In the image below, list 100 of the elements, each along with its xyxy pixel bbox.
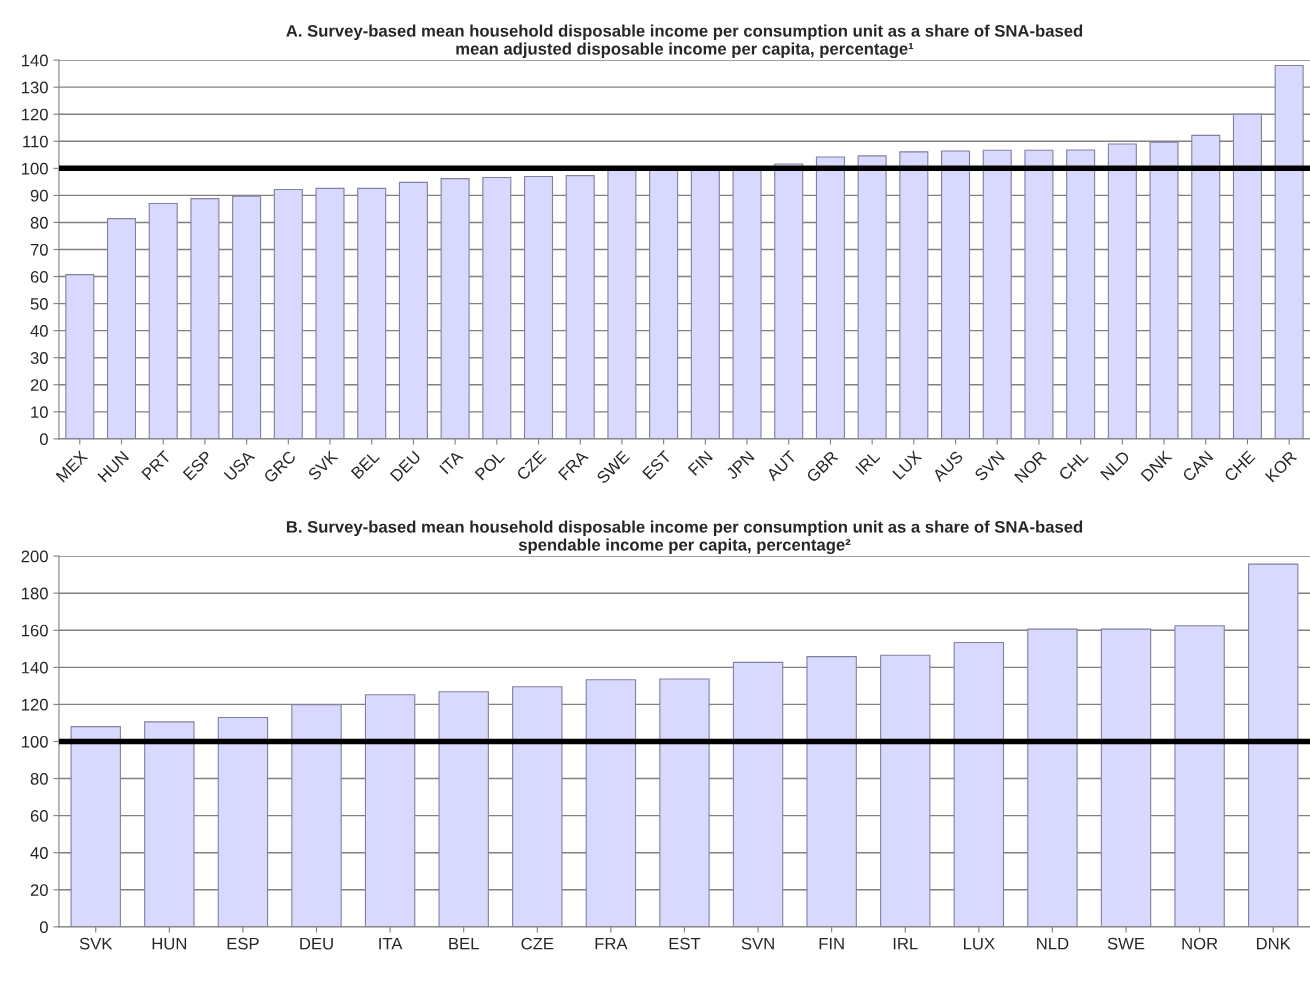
x-tick-label: NLD <box>1037 937 1069 950</box>
bar <box>357 187 387 439</box>
bar <box>690 168 720 439</box>
bar <box>941 150 971 439</box>
bar <box>144 721 195 927</box>
bar <box>1247 563 1299 927</box>
bar <box>232 195 262 439</box>
x-tick-label: POL <box>474 449 506 481</box>
bar <box>364 694 416 927</box>
bar <box>148 202 178 439</box>
bar <box>190 198 220 439</box>
x-tick-label: BEL <box>449 937 479 950</box>
y-tick-label: 120 <box>22 108 48 121</box>
y-tick-label: 200 <box>21 550 48 563</box>
bar <box>438 691 489 927</box>
x-tick-label: FIN <box>687 450 713 476</box>
x-tick-label: LUX <box>964 937 995 950</box>
bar <box>1107 143 1137 439</box>
x-tick-label: FIN <box>819 937 844 950</box>
y-tick-label: 30 <box>30 352 48 364</box>
y-tick-label: 110 <box>23 135 48 148</box>
y-tick-label: 60 <box>30 270 48 283</box>
bar <box>806 656 857 927</box>
bar <box>1274 64 1304 439</box>
bar <box>649 169 679 439</box>
bar <box>732 661 784 927</box>
y-tick-label: 40 <box>30 847 48 859</box>
bar <box>880 654 931 927</box>
bar <box>815 156 845 439</box>
y-tick-label: 140 <box>22 661 48 674</box>
bar <box>440 178 470 439</box>
bar <box>857 155 887 439</box>
x-tick-label: DEU <box>300 937 333 950</box>
bar <box>899 151 929 439</box>
bar <box>953 641 1005 927</box>
bar <box>315 187 345 439</box>
x-tick-label: JPN <box>725 450 755 481</box>
bar <box>1024 149 1054 439</box>
y-tick-label: 100 <box>22 162 48 175</box>
x-tick-label: IRL <box>893 937 918 950</box>
bar <box>398 181 428 439</box>
bar <box>482 176 512 439</box>
bar <box>774 163 804 439</box>
y-tick-label: 0 <box>39 433 48 446</box>
x-tick-label: USA <box>223 449 256 482</box>
bar <box>607 169 637 439</box>
y-tick-label: 140 <box>22 54 48 67</box>
x-tick-label: HUN <box>152 937 187 950</box>
x-tick-label: CZE <box>521 937 554 950</box>
bar <box>217 717 269 927</box>
y-tick-label: 40 <box>30 325 48 337</box>
x-tick-label: DNK <box>1256 937 1291 950</box>
x-tick-label: ESP <box>227 937 259 950</box>
x-tick-label: FRA <box>558 449 589 481</box>
x-tick-label: SVK <box>79 937 113 950</box>
bar <box>585 679 637 927</box>
bar <box>1232 113 1262 439</box>
chart-title: A. Survey-based mean household disposable income per consumption unit as a share of SNA-based mean adjusted disposable income per capita, percentage¹ <box>286 24 1083 59</box>
y-tick-label: 60 <box>30 810 48 822</box>
x-tick-label: CHL <box>1057 449 1089 481</box>
bar <box>1174 625 1225 927</box>
bar <box>65 274 95 439</box>
y-tick-label: 0 <box>39 921 48 934</box>
y-tick-label: 160 <box>22 624 48 637</box>
y-tick-label: 20 <box>30 379 48 391</box>
x-tick-label: ITA <box>379 937 403 950</box>
bar <box>565 175 595 439</box>
bar <box>512 686 563 927</box>
bar <box>982 149 1012 439</box>
bar <box>659 678 710 927</box>
y-tick-label: 70 <box>30 243 48 256</box>
y-tick-label: 80 <box>30 216 48 229</box>
bar <box>1066 149 1096 439</box>
bar <box>291 704 342 927</box>
x-tick-label: FRA <box>595 937 628 950</box>
bar <box>70 726 121 927</box>
y-tick-label: 20 <box>30 884 48 896</box>
y-tick-label: 120 <box>22 698 48 711</box>
y-tick-label: 90 <box>30 189 48 202</box>
bar <box>1100 628 1152 927</box>
bar <box>523 175 554 439</box>
bar <box>1191 134 1221 439</box>
chart-title: B. Survey-based mean household disposable income per consumption unit as a share of SNA-based spendable income per capita, percentage² <box>286 520 1083 555</box>
y-tick-label: 130 <box>22 81 48 94</box>
x-tick-label: IRL <box>855 450 881 476</box>
y-tick-label: 10 <box>31 406 48 419</box>
x-tick-label: SWE <box>1107 937 1145 950</box>
x-tick-label: BEL <box>350 450 380 480</box>
bar <box>1027 628 1078 927</box>
x-tick-label: ITA <box>439 449 464 475</box>
bar <box>732 168 762 439</box>
bar <box>106 218 137 439</box>
bar <box>1149 141 1179 439</box>
y-tick-label: 180 <box>22 587 48 600</box>
x-tick-label: EST <box>669 937 701 950</box>
x-tick-label: NOR <box>1182 937 1218 950</box>
y-tick-label: 100 <box>22 735 48 748</box>
bar <box>273 188 303 439</box>
y-tick-label: 50 <box>30 298 48 310</box>
x-tick-label: SVN <box>741 937 774 950</box>
